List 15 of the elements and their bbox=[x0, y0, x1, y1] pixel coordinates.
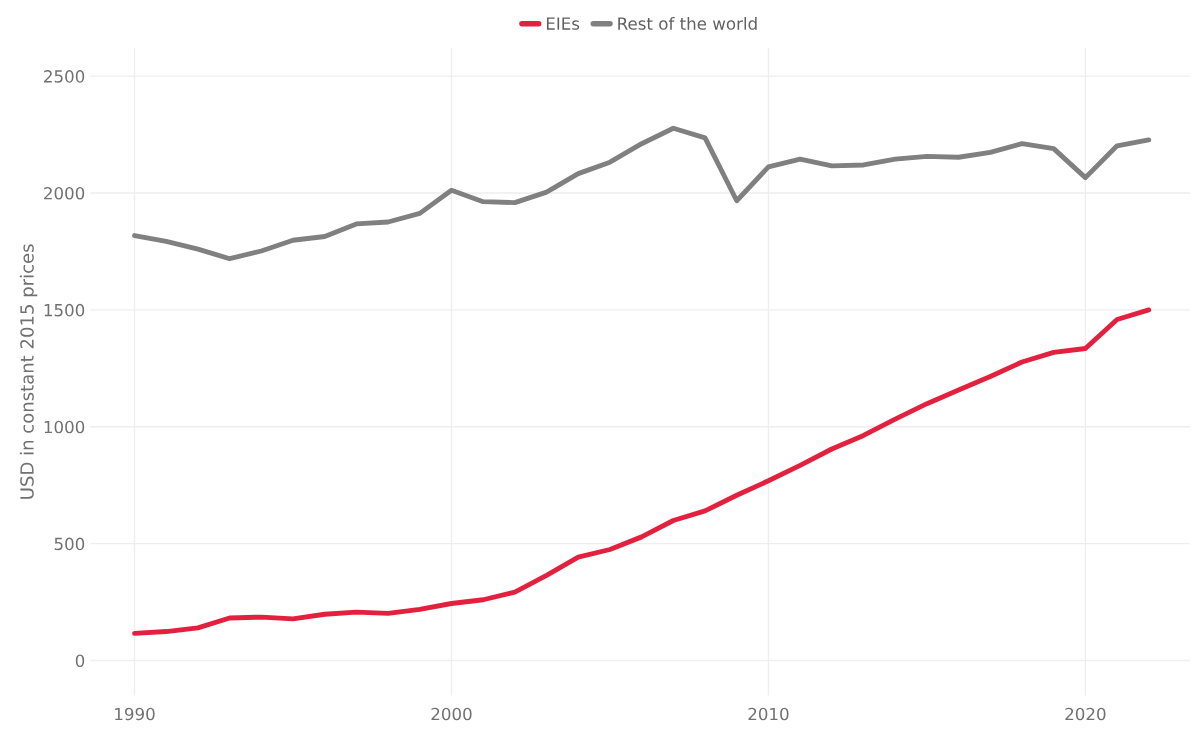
y-tick-label: 0 bbox=[75, 654, 85, 668]
line-series bbox=[132, 125, 1152, 262]
x-tick-label: 2000 bbox=[431, 707, 472, 721]
y-tick-label: 500 bbox=[54, 537, 85, 551]
y-tick-label: 1000 bbox=[44, 420, 85, 434]
x-tick-label: 1990 bbox=[115, 707, 155, 721]
legend-label: EIEs bbox=[546, 17, 580, 30]
line-series bbox=[132, 307, 1152, 636]
x-tick-label: 2020 bbox=[1065, 707, 1106, 721]
y-axis-title: USD in constant 2015 prices bbox=[19, 244, 38, 499]
y-tick-label: 2500 bbox=[44, 70, 85, 83]
y-tick-label: 2000 bbox=[44, 186, 85, 200]
x-tick-label: 2010 bbox=[748, 707, 789, 721]
y-tick-label: 1500 bbox=[44, 303, 85, 317]
legend-label: Rest of the world bbox=[618, 16, 757, 30]
